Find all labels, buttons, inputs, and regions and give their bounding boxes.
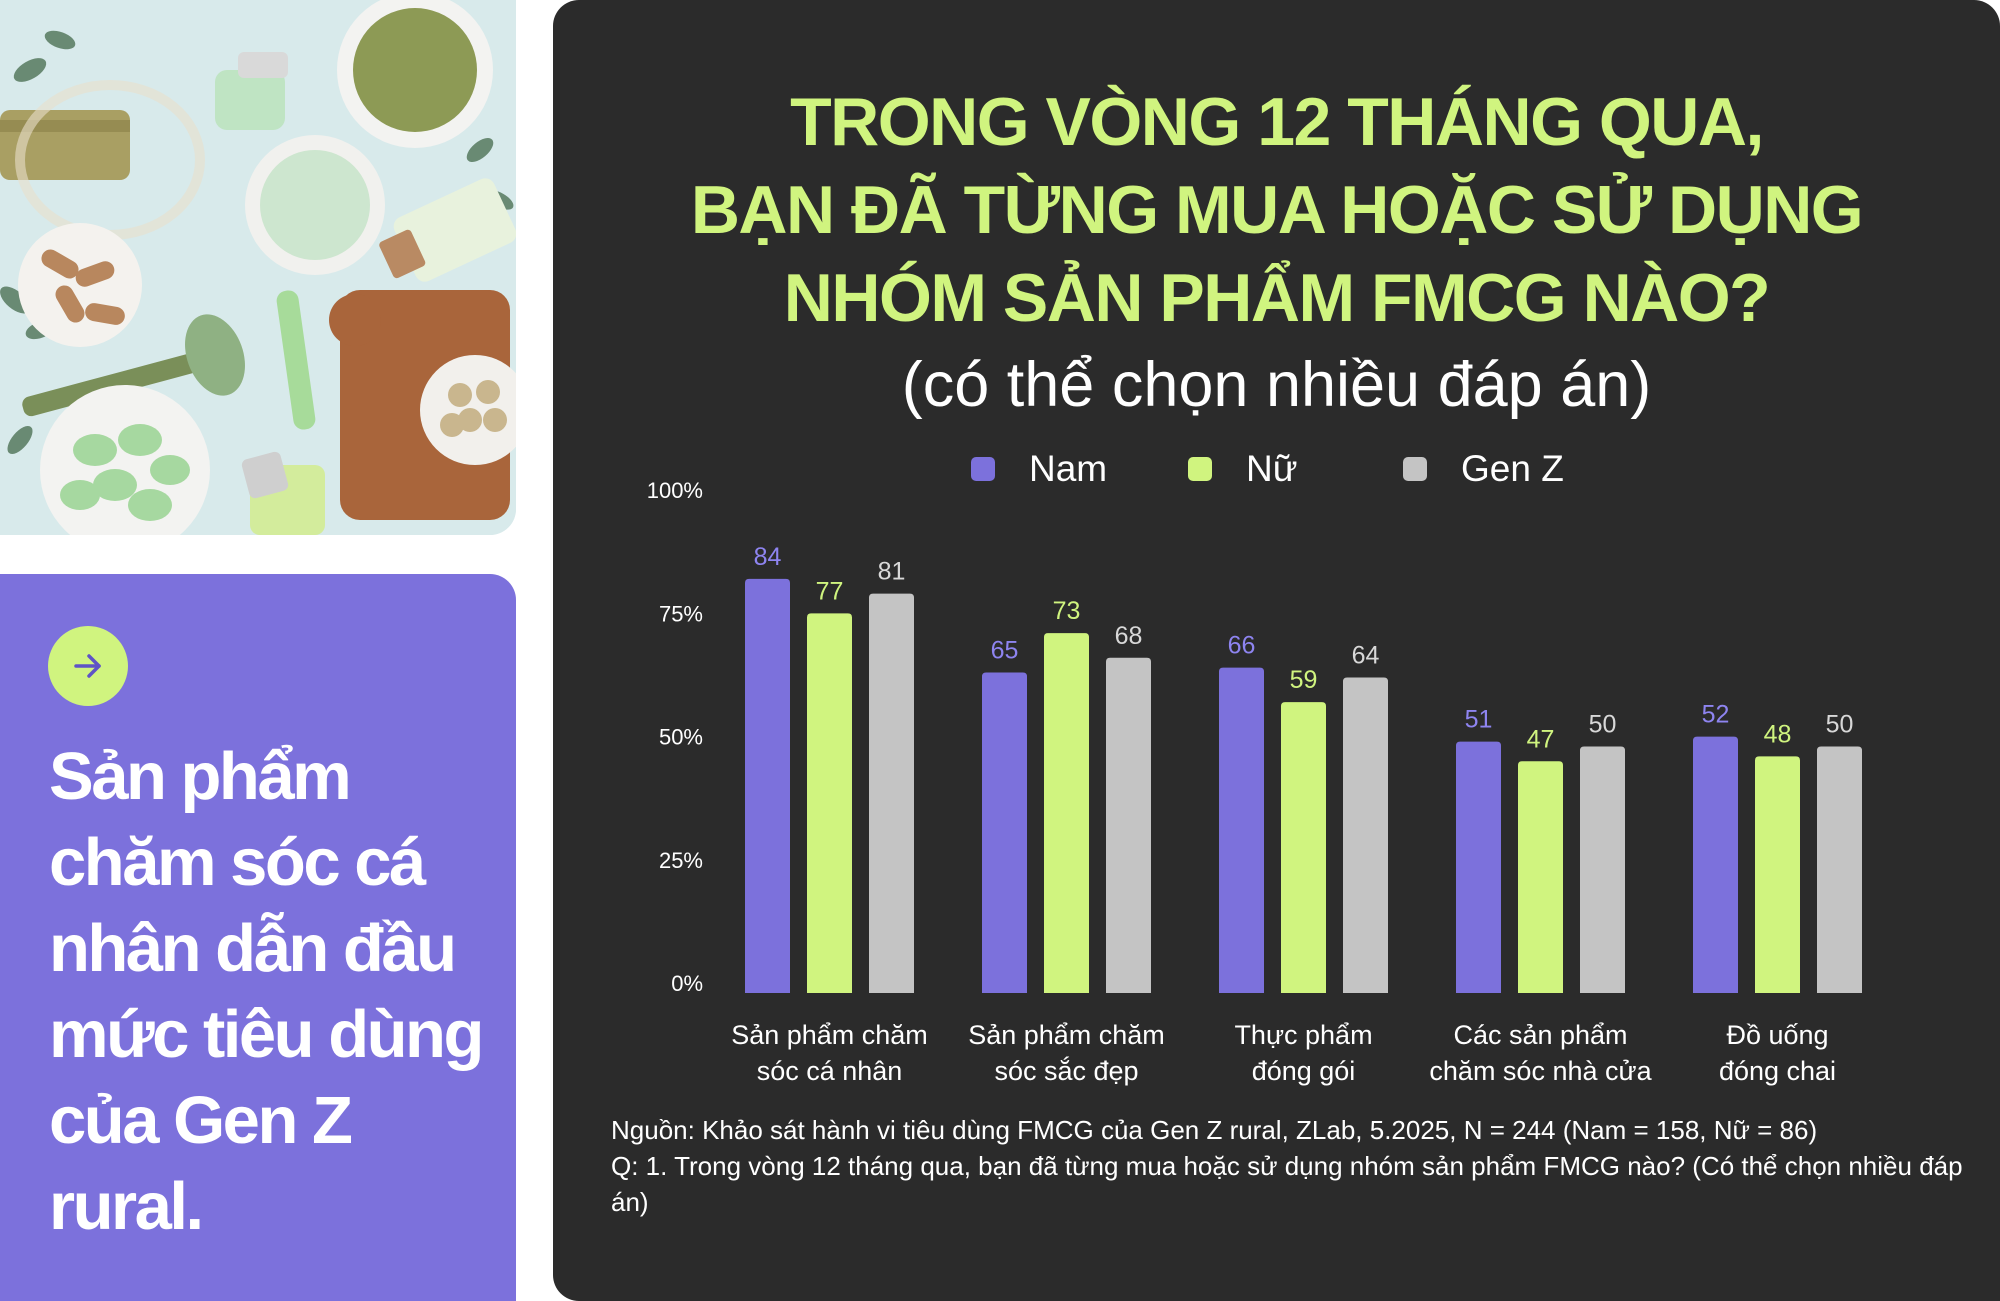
x-category-label: Sản phẩm chăm	[968, 1020, 1165, 1050]
legend-swatch-genz	[1403, 457, 1427, 481]
bar	[1044, 633, 1089, 993]
bar	[1817, 746, 1862, 993]
source-line-2: Q: 1. Trong vòng 12 tháng qua, bạn đã từ…	[611, 1151, 1963, 1217]
data-label: 59	[1290, 666, 1318, 694]
x-category-label: sóc cá nhân	[757, 1056, 903, 1086]
promo-card: Sản phẩm chăm sóc cá nhân dẫn đầu mức ti…	[0, 574, 516, 1301]
x-category-label: đóng chai	[1719, 1056, 1836, 1086]
bar	[1518, 761, 1563, 993]
bar	[807, 613, 852, 993]
legend-swatch-nu	[1188, 457, 1212, 481]
bar-chart: 0% 25% 50% 75% 100% 84 77 81 Sản phẩm chăm sóc cá…	[647, 478, 1862, 1086]
data-label: 48	[1764, 720, 1792, 748]
chart-title-line-3: NHÓM SẢN PHẨM FMCG NÀO?	[783, 260, 1771, 336]
y-tick-label: 0%	[671, 971, 703, 996]
legend-item-genz: Gen Z	[1403, 444, 1564, 494]
bar	[1219, 667, 1264, 993]
bar	[1755, 756, 1800, 993]
promo-headline: Sản phẩm chăm sóc cá nhân dẫn đầu mức ti…	[49, 739, 484, 1244]
data-label: 84	[754, 543, 782, 571]
x-category-label: chăm sóc nhà cửa	[1429, 1056, 1652, 1086]
legend-swatch-nam	[971, 457, 995, 481]
data-label: 51	[1465, 706, 1493, 734]
chart-subtitle: (có thể chọn nhiều đáp án)	[901, 350, 1652, 420]
source-note: Nguồn: Khảo sát hành vi tiêu dùng FMCG c…	[611, 1112, 1971, 1220]
bar	[982, 672, 1027, 993]
bar	[1456, 741, 1501, 993]
bar	[745, 578, 790, 993]
legend-label-nam: Nam	[1029, 448, 1108, 489]
chart-title-line-1: TRONG VÒNG 12 THÁNG QUA,	[790, 84, 1764, 160]
x-category-label: Các sản phẩm	[1453, 1020, 1627, 1050]
bar	[1106, 657, 1151, 993]
chart-title: TRONG VÒNG 12 THÁNG QUA, BẠN ĐÃ TỪNG MUA…	[553, 78, 2000, 342]
data-label: 64	[1352, 641, 1380, 669]
y-tick-label: 25%	[659, 848, 703, 873]
product-photo	[0, 0, 516, 535]
y-tick-label: 100%	[647, 478, 703, 503]
x-category-label: đóng gói	[1252, 1056, 1356, 1086]
y-tick-label: 75%	[659, 601, 703, 626]
data-label: 73	[1053, 597, 1081, 625]
arrow-right-icon[interactable]	[48, 626, 128, 706]
x-category-label: Đồ uống	[1726, 1020, 1828, 1050]
data-label: 52	[1702, 701, 1730, 729]
data-label: 77	[816, 577, 844, 605]
source-line-1: Nguồn: Khảo sát hành vi tiêu dùng FMCG c…	[611, 1115, 1818, 1145]
bar	[1343, 677, 1388, 993]
data-label: 66	[1228, 632, 1256, 660]
data-label: 68	[1115, 622, 1143, 650]
x-category-label: Sản phẩm chăm	[731, 1020, 928, 1050]
bar	[1281, 702, 1326, 993]
legend-label-genz: Gen Z	[1461, 448, 1564, 489]
bar	[1580, 746, 1625, 993]
x-category-label: Thực phẩm	[1234, 1020, 1372, 1050]
legend-item-nam: Nam	[971, 444, 1107, 494]
bar	[869, 593, 914, 993]
legend-label-nu: Nữ	[1246, 448, 1298, 489]
data-label: 50	[1589, 711, 1617, 739]
data-label: 65	[991, 637, 1019, 665]
chart-title-line-2: BẠN ĐÃ TỪNG MUA HOẶC SỬ DỤNG	[690, 172, 1864, 248]
data-label: 50	[1826, 711, 1854, 739]
data-label: 47	[1527, 725, 1555, 753]
data-label: 81	[878, 558, 906, 586]
legend-item-nu: Nữ	[1188, 444, 1298, 494]
chart-panel: TRONG VÒNG 12 THÁNG QUA, BẠN ĐÃ TỪNG MUA…	[553, 0, 2000, 1301]
y-tick-label: 50%	[659, 725, 703, 750]
bar	[1693, 736, 1738, 993]
chart-legend: Nam Nữ Gen Z	[553, 444, 2000, 494]
x-category-label: sóc sắc đẹp	[994, 1055, 1138, 1086]
